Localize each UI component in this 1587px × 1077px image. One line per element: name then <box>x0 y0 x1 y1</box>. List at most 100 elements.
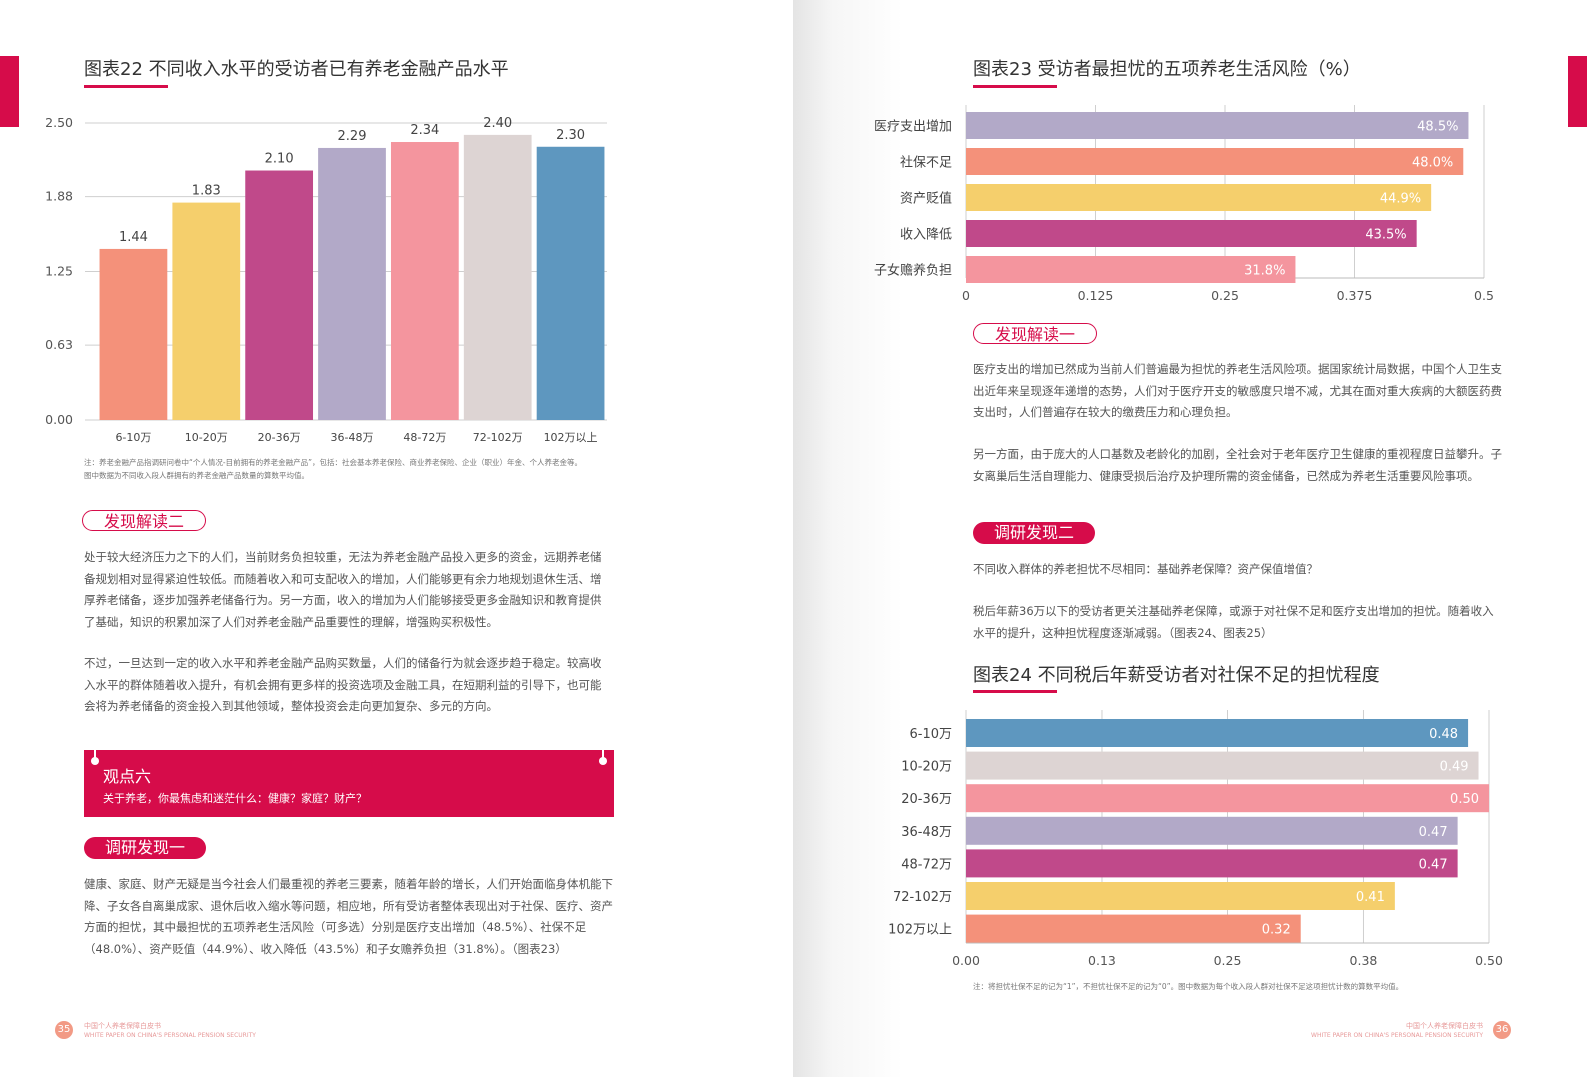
finding1-tag: 发现解读一 <box>973 323 1097 344</box>
data-label: 31.8% <box>1244 264 1285 279</box>
data-label: 0.48 <box>1429 727 1458 742</box>
y-category-label: 20-36万 <box>901 792 952 807</box>
data-label: 2.30 <box>556 128 585 143</box>
x-tick-label: 102万以上 <box>544 431 598 444</box>
bar <box>536 146 605 420</box>
y-category-label: 72-102万 <box>893 890 952 905</box>
x-tick-label: 72-102万 <box>473 431 523 444</box>
section-tab-marker <box>0 56 19 127</box>
x-tick-label: 0.38 <box>1350 953 1378 968</box>
banner-pin-left <box>91 748 99 765</box>
data-label: 44.9% <box>1380 192 1421 207</box>
banner-subtitle: 关于养老，你最焦虑和迷茫什么：健康？家庭？财产？ <box>103 792 367 805</box>
right-page: 图表23 受访者最担忧的五项养老生活风险（%） 0 0.125 0.25 0.375 0… <box>793 0 1587 1077</box>
x-tick-label: 0.125 <box>1078 288 1114 303</box>
footer-title-cn: 中国个人养老保障白皮书 <box>84 1022 161 1030</box>
y-tick-label: 1.88 <box>45 189 73 204</box>
research1-paragraph: 健康、家庭、财产无疑是当今社会人们最重视的养老三要素，随着年龄的增长，人们开始面… <box>84 877 613 956</box>
bar <box>966 816 1458 845</box>
data-label: 0.32 <box>1262 923 1291 938</box>
x-tick-label: 0 <box>962 288 970 303</box>
y-category-label: 医疗支出增加 <box>874 120 952 135</box>
bar <box>966 914 1301 943</box>
footer-title-cn: 中国个人养老保障白皮书 <box>1406 1022 1483 1030</box>
data-label: 0.50 <box>1450 792 1479 807</box>
bar <box>463 134 532 420</box>
data-label: 48.5% <box>1417 120 1458 135</box>
bar <box>966 751 1479 780</box>
data-label: 0.49 <box>1440 760 1469 775</box>
figure24-note: 注：将担忧社保不足的记为“1”，不担忧社保不足的记为“0”。图中数据为每个收入段… <box>973 982 1404 991</box>
finding2-paragraph-1: 处于较大经济压力之下的人们，当前财务负担较重，无法为养老金融产品投入更多的资金，… <box>84 550 602 629</box>
bar <box>966 184 1432 211</box>
left-page: 图表22 不同收入水平的受访者已有养老金融产品水平 0.00 0.63 1.25 1.… <box>0 0 793 1077</box>
research1-tag: 调研发现一 <box>84 837 206 859</box>
figure22-note: 注：养老金融产品指调研问卷中“个人情况-目前拥有的养老金融产品”，包括：社会基本… <box>84 456 604 482</box>
data-label: 0.47 <box>1419 857 1448 872</box>
y-category-label: 48-72万 <box>901 857 952 872</box>
figure22-note-line2: 图中数据为不同收入段人群拥有的养老金融产品数量的算数平均值。 <box>84 471 309 480</box>
x-tick-label: 10-20万 <box>185 431 228 444</box>
finding2-tag: 发现解读二 <box>82 510 206 531</box>
data-label: 0.41 <box>1356 890 1385 905</box>
data-label: 43.5% <box>1365 228 1406 243</box>
research2-tag: 调研发现二 <box>973 522 1095 544</box>
x-tick-label: 6-10万 <box>115 431 151 444</box>
y-category-label: 102万以上 <box>888 923 952 938</box>
page-number-badge: 36 <box>1493 1021 1511 1039</box>
data-label: 1.83 <box>192 184 221 199</box>
footer-title-en: WHITE PAPER ON CHINA'S PERSONAL PENSION … <box>84 1032 256 1039</box>
y-category-label: 6-10万 <box>909 727 952 742</box>
y-tick-label: 2.50 <box>45 115 73 130</box>
finding1-paragraph-2: 另一方面，由于庞大的人口基数及老龄化的加剧，全社会对于老年医疗卫生健康的重视程度… <box>973 447 1502 483</box>
figure23-title: 图表23 受访者最担忧的五项养老生活风险（%） <box>973 59 1361 80</box>
finding2-paragraph-2: 不过，一旦达到一定的收入水平和养老金融产品购买数量，人们的储备行为就会逐步趋于稳… <box>84 656 602 713</box>
data-label: 2.34 <box>410 123 439 138</box>
footer-title-en: WHITE PAPER ON CHINA'S PERSONAL PENSION … <box>1311 1032 1483 1039</box>
bar <box>99 248 168 420</box>
bar <box>966 719 1469 747</box>
research2-question: 不同收入群体的养老担忧不尽相同：基础养老保障？资产保值增值？ <box>973 562 1318 576</box>
bar <box>966 148 1464 175</box>
bar <box>390 142 459 420</box>
y-category-label: 子女赡养负担 <box>874 263 952 279</box>
figure24-bar-chart: 0.00 0.13 0.25 0.38 0.50 0.48 6-10万 0.49 10-20万 0… <box>888 710 1503 968</box>
data-label: 0.47 <box>1419 825 1448 840</box>
figure23-bar-chart: 0 0.125 0.25 0.375 0.5 48.5% 医疗支出增加 48.0% 社保不足 44… <box>874 105 1494 303</box>
x-tick-label: 36-48万 <box>331 431 374 444</box>
x-tick-label: 0.00 <box>952 953 980 968</box>
bar <box>966 112 1469 139</box>
bar <box>172 202 241 420</box>
y-tick-label: 1.25 <box>45 264 73 279</box>
x-tick-label: 0.13 <box>1088 953 1116 968</box>
y-category-label: 社保不足 <box>900 155 952 171</box>
figure24-title-underline <box>973 690 1057 693</box>
y-tick-label: 0.00 <box>45 412 73 427</box>
y-tick-label: 0.63 <box>45 337 73 352</box>
research2-paragraph: 税后年薪36万以下的受访者更关注基础养老保障，或源于对社保不足和医疗支出增加的担… <box>973 604 1494 640</box>
finding1-paragraph-1: 医疗支出的增加已然成为当前人们普遍最为担忧的养老生活风险项。据国家统计局数据，中… <box>973 362 1502 419</box>
bar <box>966 256 1296 283</box>
bar <box>318 147 386 420</box>
y-category-label: 36-48万 <box>901 825 952 840</box>
bar <box>966 882 1395 910</box>
figure23-title-underline <box>973 85 1057 88</box>
section-tab-marker <box>1568 56 1587 127</box>
viewpoint-banner: 观点六 关于养老，你最焦虑和迷茫什么：健康？家庭？财产？ <box>84 748 614 817</box>
banner-pin-right <box>599 748 607 765</box>
y-category-label: 收入降低 <box>900 228 952 243</box>
data-label: 2.29 <box>338 129 367 144</box>
figure22-note-line1: 注：养老金融产品指调研问卷中“个人情况-目前拥有的养老金融产品”，包括：社会基本… <box>84 458 582 467</box>
bar <box>966 849 1458 878</box>
x-tick-label: 48-72万 <box>403 431 446 444</box>
figure22-title: 图表22 不同收入水平的受访者已有养老金融产品水平 <box>84 59 509 80</box>
y-category-label: 资产贬值 <box>900 191 952 207</box>
page-number-badge: 35 <box>55 1021 73 1039</box>
bar <box>966 220 1417 247</box>
data-label: 2.40 <box>483 116 512 131</box>
x-tick-label: 0.5 <box>1474 288 1494 303</box>
data-label: 48.0% <box>1412 156 1453 171</box>
x-tick-label: 0.375 <box>1337 288 1373 303</box>
x-tick-label: 0.50 <box>1475 953 1503 968</box>
bar <box>245 170 314 420</box>
